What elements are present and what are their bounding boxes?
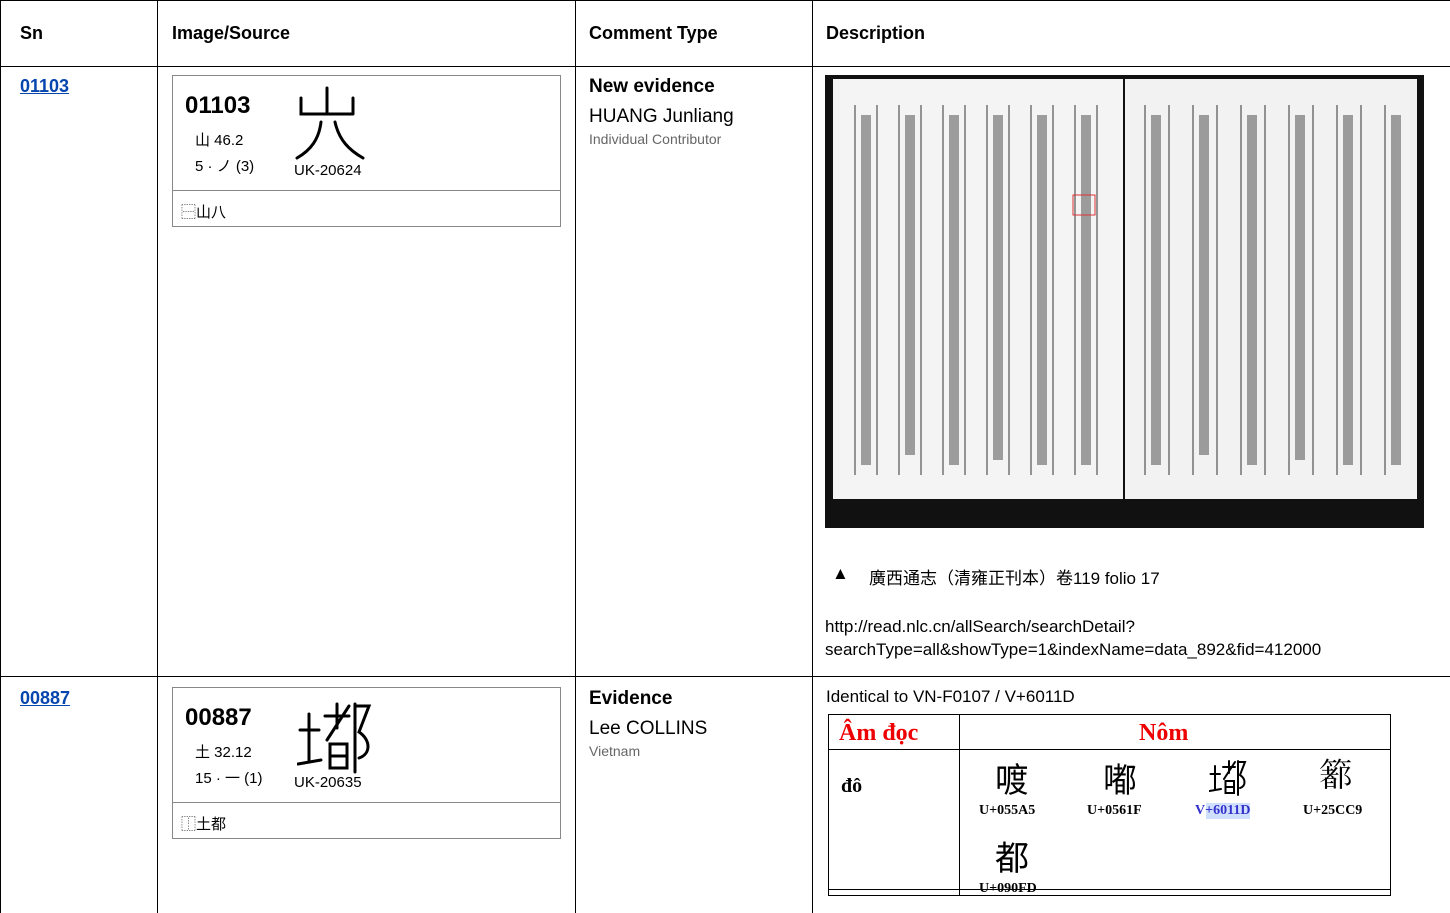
source-url: http://read.nlc.cn/allSearch/searchDetai… (825, 617, 1135, 636)
glyph (297, 702, 372, 774)
border (812, 0, 813, 913)
nom-char: 都 (995, 839, 1029, 879)
header: Image/Source (172, 23, 291, 43)
sn-link[interactable]: 01103 (20, 76, 70, 96)
nom-table-line (959, 715, 960, 895)
role: Vietnam (589, 743, 641, 759)
glyph-card: 01103 山 46.2 5 · ノ (3) UK-20624 ⿱山八 (172, 75, 561, 227)
glyph-card: 00887 土 32.12 15 · 一 (1) UK-20635 ⿰土都 (172, 687, 561, 839)
card-strokes: 15 · 一 (1) (195, 770, 263, 787)
border (157, 0, 158, 913)
scan-image (825, 75, 1424, 528)
card-divider (173, 802, 560, 803)
card-divider (173, 190, 560, 191)
card-ids: ⿰土都 (181, 816, 227, 833)
card-id: 01103 (185, 92, 251, 119)
card-radical: 土 32.12 (195, 744, 252, 761)
card-ids: ⿱山八 (181, 204, 227, 221)
nom-table-line (829, 749, 1390, 750)
comment-type: New evidence (589, 76, 715, 97)
border (0, 676, 1450, 677)
sn-link[interactable]: 00887 (20, 688, 71, 708)
role: Individual Contributor (589, 131, 722, 147)
border (0, 0, 1, 913)
glyph (295, 86, 365, 160)
nom-char: 喥 (995, 761, 1029, 801)
card-source: UK-20635 (294, 774, 362, 791)
border (0, 66, 1450, 67)
border (575, 0, 576, 913)
source-url: searchType=all&showType=1&indexName=data… (825, 640, 1322, 659)
comment-type: Evidence (589, 688, 673, 709)
nom-code: U+0561F (1087, 803, 1142, 818)
nom-code: U+055A5 (979, 803, 1036, 818)
header: Sn (20, 23, 44, 43)
nom-reading: đô (841, 775, 863, 797)
nom-header: Nôm (1139, 720, 1189, 746)
nom-header: Âm đọc (839, 720, 919, 746)
nom-char: 𥳉 (1319, 756, 1353, 796)
border (0, 0, 1450, 1)
nom-code: V+6011D (1195, 803, 1251, 819)
nom-table-line (829, 889, 1390, 890)
description-text: Identical to VN-F0107 / V+6011D (826, 687, 1075, 706)
nom-table: Âm đọc Nôm đô 喥 U+055A5 嘟 U+0561F V+6011D 𥳉 U… (828, 714, 1391, 896)
card-source: UK-20624 (294, 162, 362, 179)
card-id: 00887 (185, 704, 252, 731)
caption: 廣西通志（清雍正刊本）卷119 folio 17 (869, 569, 1160, 588)
nom-code: U+090FD (979, 881, 1037, 896)
header: Description (826, 23, 926, 43)
header: Comment Type (589, 23, 718, 43)
card-radical: 山 46.2 (195, 132, 244, 149)
author: HUANG Junliang (589, 106, 734, 127)
nom-glyph (1209, 760, 1247, 796)
author: Lee COLLINS (589, 718, 708, 739)
caption-mark: ▲ (832, 564, 849, 583)
nom-code: U+25CC9 (1303, 803, 1363, 818)
card-strokes: 5 · ノ (3) (195, 158, 255, 175)
nom-char: 嘟 (1103, 761, 1137, 801)
